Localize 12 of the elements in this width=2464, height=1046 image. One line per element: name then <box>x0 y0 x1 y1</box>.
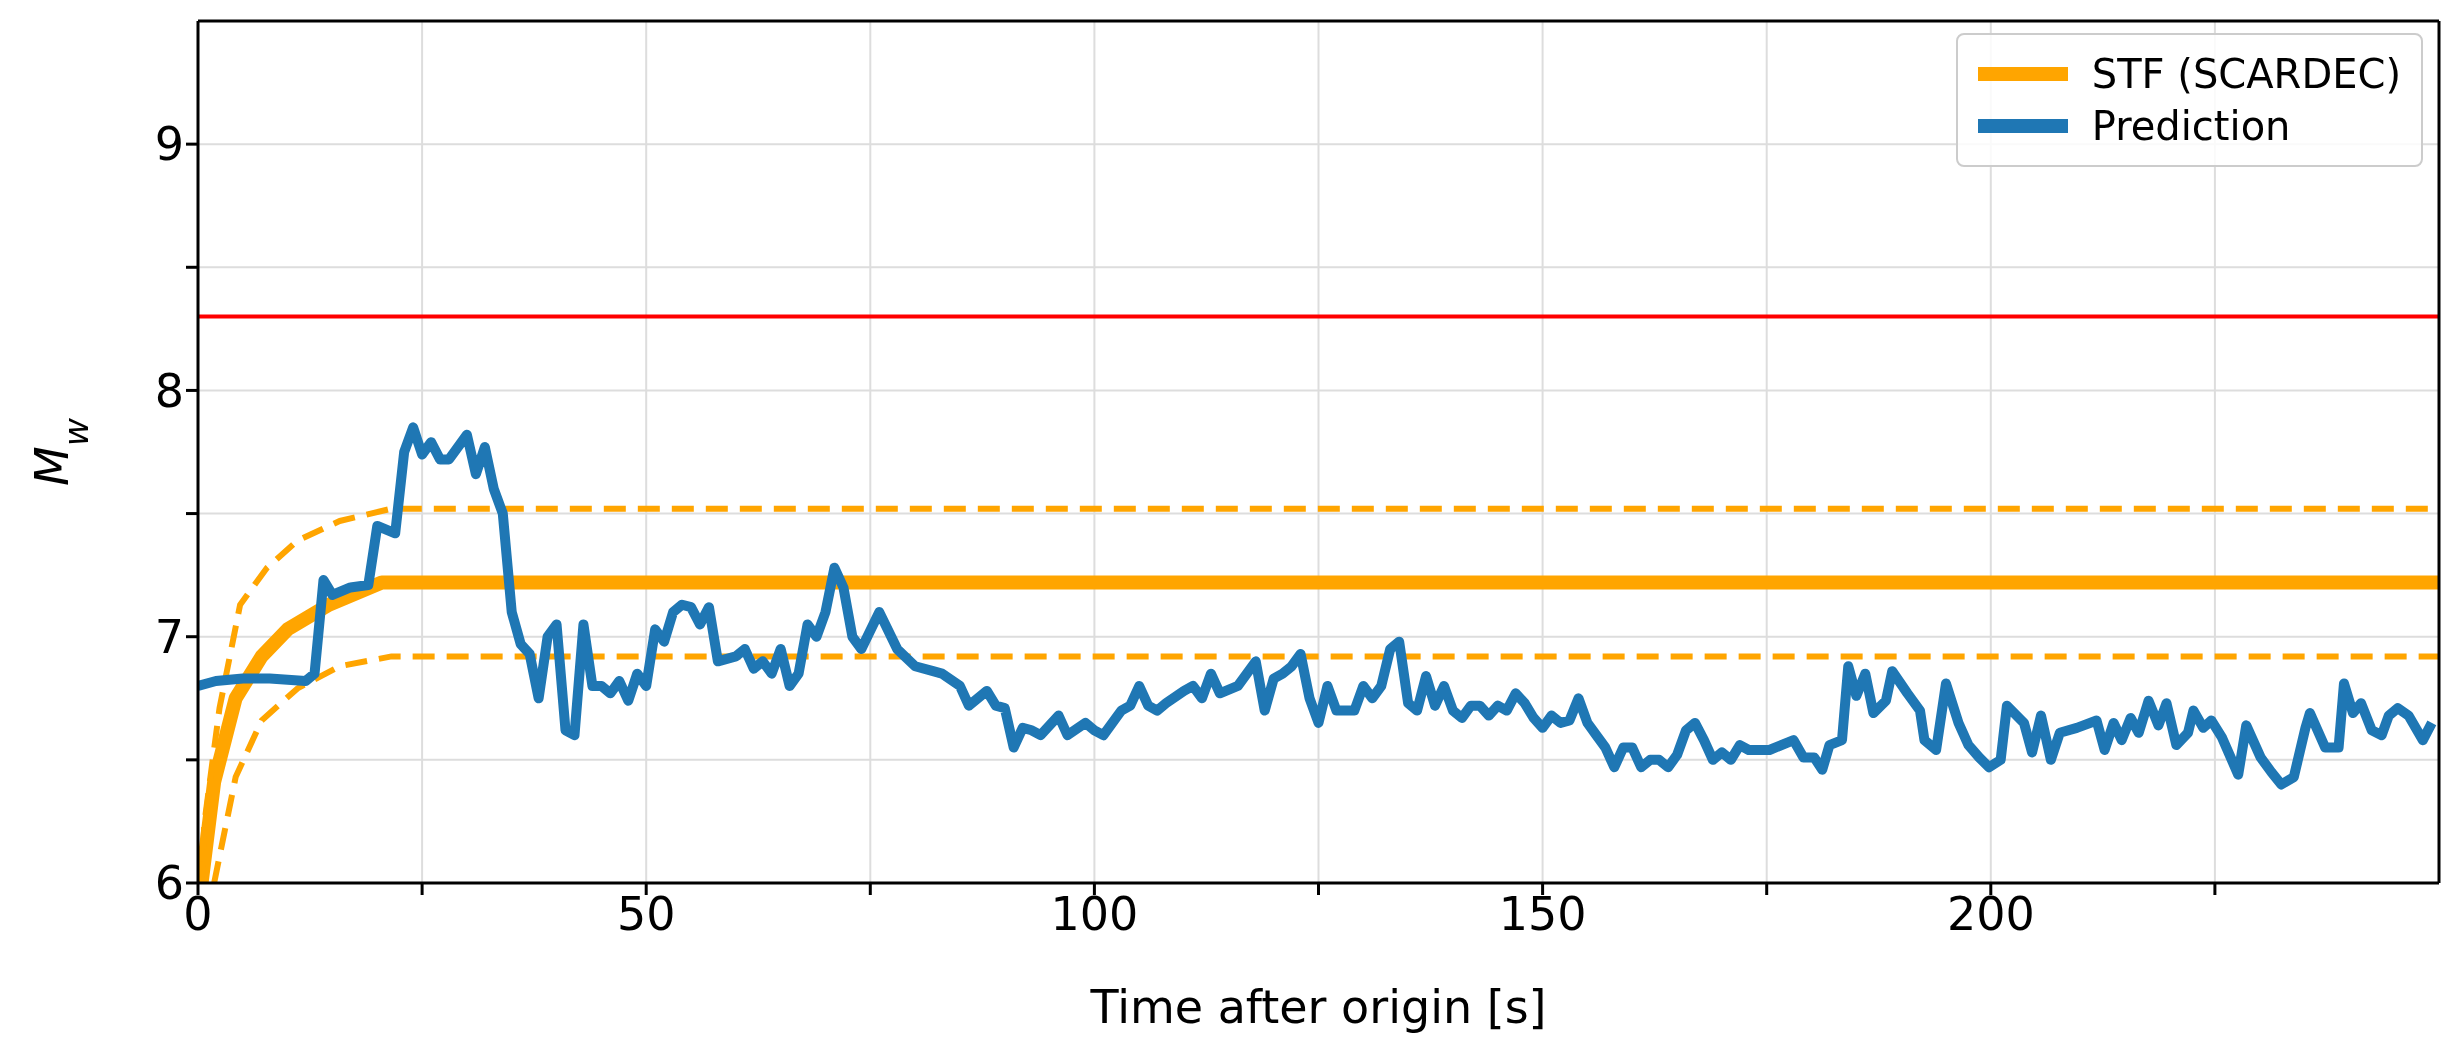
x-tick-label: 50 <box>616 886 676 941</box>
legend-label: Prediction <box>2091 103 2291 149</box>
x-tick-label: 200 <box>1946 886 2035 941</box>
y-tick-label: 7 <box>154 610 184 665</box>
x-tick-label: 0 <box>183 886 213 941</box>
y-tick-label: 6 <box>154 856 184 911</box>
x-tick-label: 100 <box>1050 886 1139 941</box>
x-axis-title: Time after origin [s] <box>1089 980 1547 1034</box>
y-tick-label: 8 <box>154 363 184 418</box>
legend-label: STF (SCARDEC) <box>2091 51 2401 97</box>
x-tick-label: 150 <box>1498 886 1587 941</box>
y-tick-label: 9 <box>154 117 184 172</box>
